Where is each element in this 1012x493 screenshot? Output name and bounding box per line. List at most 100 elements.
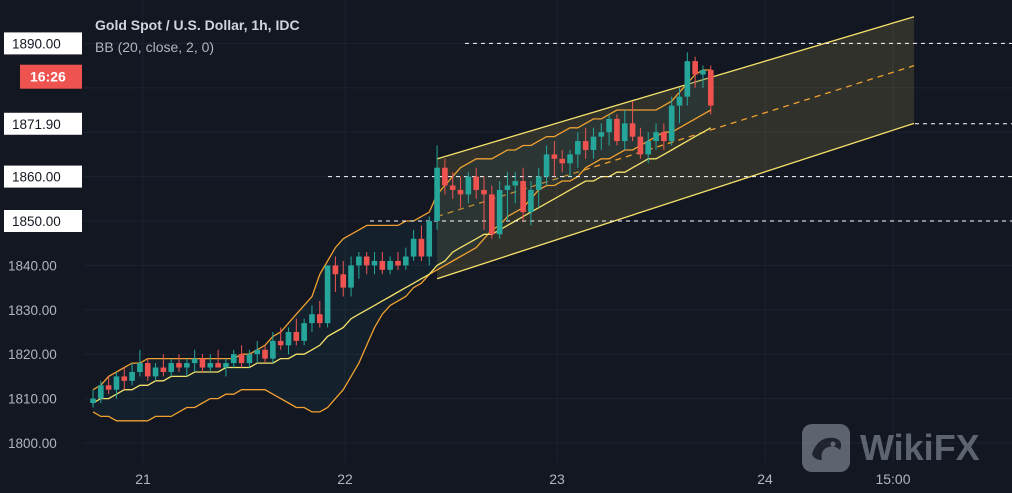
candle-body	[270, 340, 276, 359]
candle-body	[520, 181, 526, 213]
indicator-label[interactable]: BB (20, close, 2, 0)	[95, 39, 215, 55]
candle	[277, 327, 284, 350]
candle-body	[504, 185, 511, 190]
candle-body	[324, 265, 331, 324]
y-level-tag-label: 1871.90	[12, 117, 61, 132]
candle	[575, 132, 581, 168]
candle-body	[653, 132, 659, 142]
candle-body	[129, 371, 135, 381]
watermark-text: WikiFX	[860, 427, 980, 468]
candle	[121, 367, 128, 390]
candle-body	[262, 349, 268, 359]
y-level-tag	[4, 210, 82, 232]
candle-body	[403, 256, 409, 266]
x-tick-label: 23	[549, 471, 565, 487]
candle-body	[371, 260, 378, 266]
candle-body	[676, 96, 683, 106]
y-tick-label: 1830.00	[8, 303, 57, 318]
candle	[371, 252, 378, 275]
candle	[700, 65, 706, 88]
candle	[426, 216, 433, 266]
candle	[293, 318, 300, 346]
time-axis[interactable]: 21 22 23 24 15:00	[135, 471, 911, 487]
y-level-tag-label: 1890.00	[12, 36, 61, 51]
candle	[559, 149, 565, 173]
candle	[418, 225, 425, 261]
candle	[535, 167, 542, 208]
candle-body	[621, 123, 628, 142]
candle-body	[668, 105, 675, 142]
candle	[254, 340, 261, 364]
candle	[98, 380, 104, 404]
candle	[512, 172, 519, 204]
candle	[324, 265, 331, 328]
candle-body	[340, 274, 347, 288]
candle	[207, 354, 214, 372]
candle	[90, 389, 96, 408]
horizontal-levels	[328, 42, 1012, 222]
candle	[590, 127, 597, 159]
candle-body	[442, 167, 448, 186]
candle	[606, 114, 612, 146]
candle-body	[629, 123, 636, 137]
candle-body	[614, 118, 620, 142]
candle	[528, 181, 534, 226]
candle	[144, 358, 151, 381]
current-price-tag	[20, 64, 82, 89]
price-axis[interactable]: 1800.00 1810.00 1820.00 1830.00 1840.00 1890.…	[4, 32, 82, 451]
candle	[434, 145, 440, 230]
candle	[668, 96, 675, 146]
candle	[316, 300, 323, 328]
candle	[676, 87, 683, 124]
x-tick-label: 15:00	[875, 471, 910, 487]
candle-body	[285, 332, 292, 346]
candle	[137, 349, 143, 377]
candle-body	[191, 358, 198, 364]
candle-body	[207, 363, 214, 368]
candle-body	[590, 136, 597, 150]
candle-body	[98, 385, 104, 399]
candle	[403, 247, 409, 270]
candle	[184, 358, 190, 377]
candle	[489, 185, 495, 239]
candle-body	[465, 176, 472, 195]
candle	[520, 167, 526, 221]
bb-upper-line	[92, 69, 711, 391]
candle-body	[661, 132, 667, 142]
x-tick-label: 21	[135, 471, 151, 487]
candle-body	[356, 256, 362, 266]
bb-lower-line	[92, 109, 712, 422]
candle	[379, 252, 386, 275]
candle	[348, 256, 354, 297]
symbol-title[interactable]: Gold Spot / U.S. Dollar, 1h, IDC	[95, 17, 300, 33]
candle-body	[230, 354, 237, 364]
candle	[332, 256, 339, 293]
candle	[129, 363, 135, 386]
y-level-tag	[4, 32, 82, 55]
candle	[395, 252, 401, 270]
candle-body	[246, 354, 253, 364]
candle-body	[316, 314, 323, 324]
candle-body	[410, 238, 417, 257]
candle	[661, 123, 667, 150]
candle	[707, 65, 714, 115]
candle	[105, 376, 112, 395]
candle-body	[528, 189, 534, 213]
wikifx-logo-icon	[802, 424, 850, 472]
candle-body	[184, 363, 190, 368]
candle	[442, 158, 448, 195]
candle	[598, 123, 605, 150]
candle	[504, 172, 511, 221]
candle-body	[176, 363, 182, 368]
y-level-tag	[4, 165, 82, 188]
candle	[113, 371, 120, 399]
channel-upper-line	[436, 16, 915, 160]
y-tick-label: 1840.00	[8, 258, 57, 273]
candle	[309, 305, 315, 332]
y-level-tag	[4, 112, 82, 135]
candle-body	[582, 141, 589, 150]
y-level-tag-label: 1860.00	[12, 170, 61, 185]
candle	[215, 349, 221, 368]
candle-body	[293, 332, 300, 341]
